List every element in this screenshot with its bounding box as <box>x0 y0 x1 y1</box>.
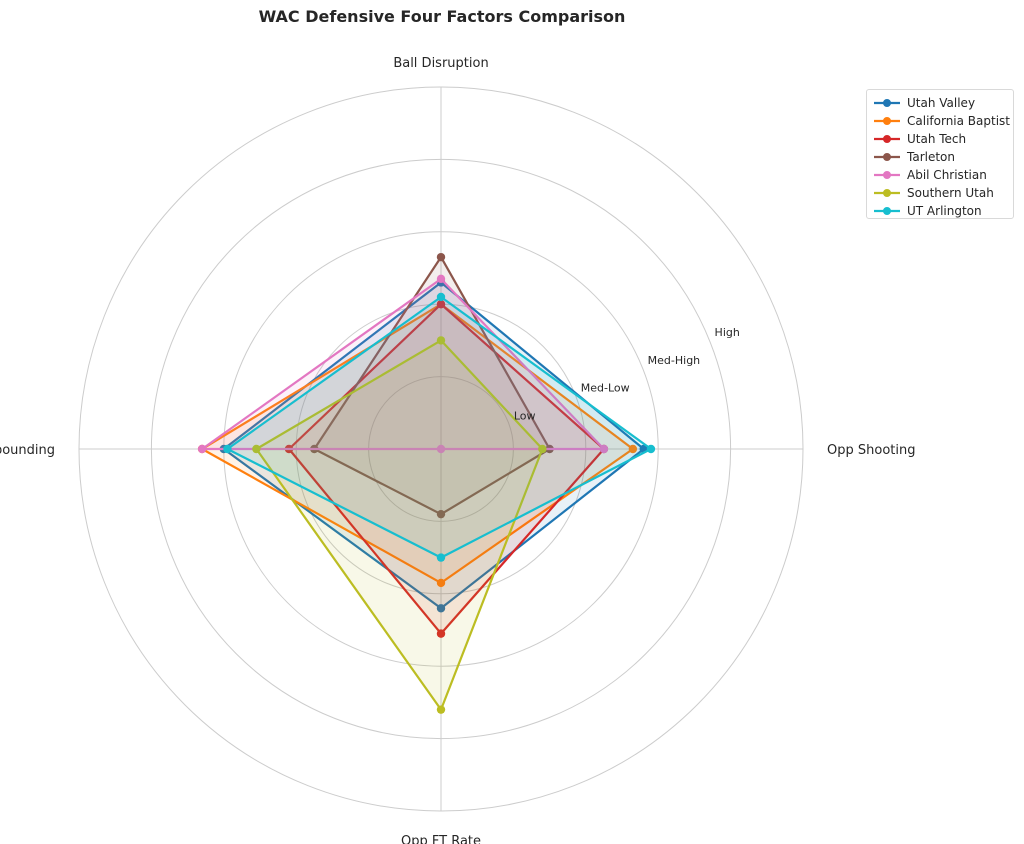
legend-label: Abil Christian <box>907 168 987 182</box>
legend-swatch <box>874 135 900 143</box>
series-point <box>436 274 446 284</box>
series-point <box>436 252 446 262</box>
ring-label: Med-Low <box>581 382 630 395</box>
legend-swatch <box>874 189 900 197</box>
legend-swatch <box>874 207 900 215</box>
legend-swatch <box>874 99 900 107</box>
radar-labels: Low Med-Low Med-High High Ball Disruption Opp… <box>0 56 915 844</box>
legend-swatch <box>874 171 900 179</box>
legend-swatch <box>874 117 900 125</box>
series-point <box>436 292 446 302</box>
legend-label: California Baptist <box>907 114 1010 128</box>
legend-label: Southern Utah <box>907 186 994 200</box>
series-point <box>436 629 446 638</box>
series-area <box>256 340 543 710</box>
series-point <box>436 553 446 562</box>
legend-label: UT Arlington <box>907 204 982 218</box>
legend: Utah Valley California Baptist Utah Tech Ta… <box>866 89 1014 219</box>
series-point <box>223 444 232 454</box>
series-area <box>289 304 604 634</box>
series-point <box>646 444 656 454</box>
series-point <box>197 444 207 454</box>
chart-title: WAC Defensive Four Factors Comparison <box>259 7 626 26</box>
legend-item: Utah Valley <box>873 94 1013 112</box>
legend-item: Abil Christian <box>873 166 1013 184</box>
axis-label: Ball Disruption <box>393 56 488 71</box>
series-point <box>252 444 261 454</box>
legend-item: Southern Utah <box>873 184 1013 202</box>
legend-item: Tarleton <box>873 148 1013 166</box>
legend-label: Utah Tech <box>907 132 967 146</box>
series-point <box>436 578 446 588</box>
series-point <box>628 444 638 454</box>
series-point <box>436 300 446 309</box>
series-point <box>436 509 446 519</box>
axis-label: Def Rebounding <box>0 443 55 458</box>
series-group <box>252 336 547 714</box>
series-area <box>227 297 651 558</box>
ring-label: High <box>715 326 740 339</box>
ring-label: Low <box>514 409 536 422</box>
series-point <box>436 604 446 613</box>
series-point <box>436 705 446 714</box>
legend-swatch <box>874 153 900 161</box>
legend-item: Utah Tech <box>873 130 1013 148</box>
legend-label: Tarleton <box>907 150 955 164</box>
axis-label: Opp FT Rate <box>401 834 481 844</box>
ring-label: Med-High <box>648 354 701 367</box>
series-point <box>436 336 446 345</box>
legend-label: Utah Valley <box>907 96 976 110</box>
series-point <box>436 444 446 454</box>
series-point <box>599 444 609 454</box>
series-point <box>538 444 547 454</box>
legend-item: California Baptist <box>873 112 1013 130</box>
axis-label: Opp Shooting <box>827 443 915 458</box>
radar-series <box>197 252 656 714</box>
series-group <box>223 292 656 562</box>
legend-item: UT Arlington <box>873 202 1013 220</box>
